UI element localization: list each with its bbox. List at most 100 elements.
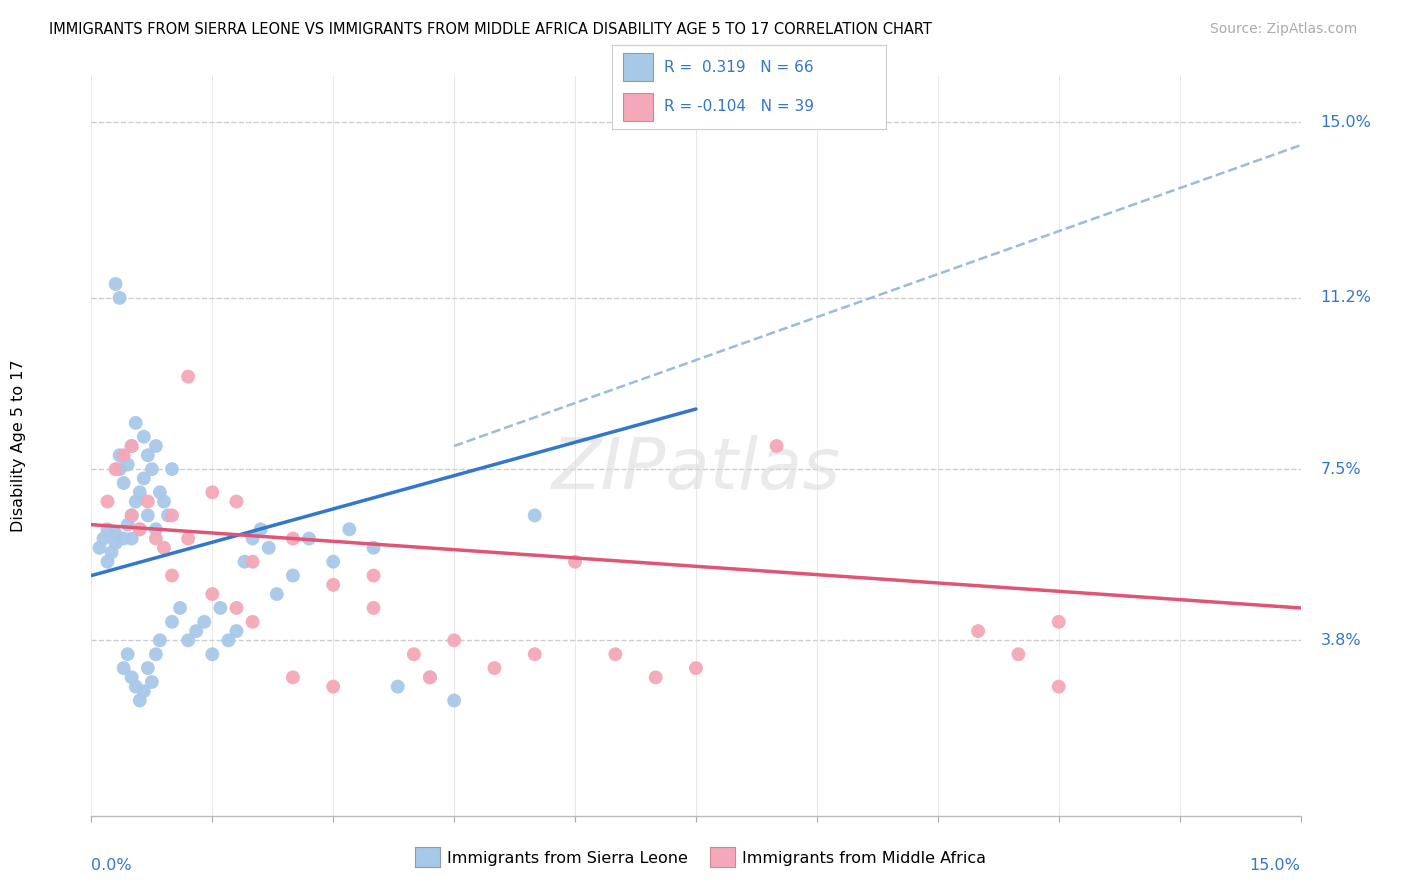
Point xyxy=(121,439,143,453)
Point xyxy=(121,508,143,523)
Point xyxy=(117,517,139,532)
Point xyxy=(153,494,176,508)
Text: R = -0.104   N = 39: R = -0.104 N = 39 xyxy=(664,99,814,114)
Point xyxy=(233,555,256,569)
Point xyxy=(89,541,111,555)
Point xyxy=(217,633,239,648)
Point xyxy=(337,522,360,536)
Point xyxy=(112,532,135,546)
Point xyxy=(242,615,264,629)
Text: IMMIGRANTS FROM SIERRA LEONE VS IMMIGRANTS FROM MIDDLE AFRICA DISABILITY AGE 5 T: IMMIGRANTS FROM SIERRA LEONE VS IMMIGRAN… xyxy=(49,22,932,37)
Point xyxy=(136,494,159,508)
Point xyxy=(225,624,247,639)
Point xyxy=(121,439,143,453)
Point xyxy=(108,291,131,305)
Point xyxy=(104,462,127,476)
Point xyxy=(322,555,344,569)
Point xyxy=(1007,647,1029,661)
Point xyxy=(419,670,441,684)
Point xyxy=(242,532,264,546)
Text: 15.0%: 15.0% xyxy=(1250,858,1301,873)
Point xyxy=(121,508,143,523)
Point xyxy=(128,522,150,536)
Point xyxy=(363,568,385,582)
Point xyxy=(160,568,183,582)
Text: 3.8%: 3.8% xyxy=(1320,632,1361,648)
Point xyxy=(136,448,159,462)
Point xyxy=(96,494,118,508)
Point xyxy=(322,680,344,694)
Point xyxy=(117,647,139,661)
Point xyxy=(177,532,200,546)
Text: 0.0%: 0.0% xyxy=(91,858,132,873)
Point xyxy=(104,527,127,541)
Point xyxy=(96,555,118,569)
Point xyxy=(209,601,232,615)
Point xyxy=(363,601,385,615)
Point xyxy=(266,587,288,601)
Point xyxy=(1047,680,1070,694)
Point xyxy=(160,462,183,476)
Point xyxy=(100,545,122,559)
Point xyxy=(136,508,159,523)
Point xyxy=(108,448,131,462)
Point xyxy=(132,471,155,485)
Point xyxy=(112,448,135,462)
Point xyxy=(644,670,666,684)
Text: 7.5%: 7.5% xyxy=(1320,462,1361,476)
Point xyxy=(685,661,707,675)
Point xyxy=(201,647,224,661)
Point xyxy=(96,522,118,536)
Point xyxy=(322,578,344,592)
Point xyxy=(387,680,409,694)
Point xyxy=(402,647,425,661)
Point xyxy=(125,416,148,430)
Text: 15.0%: 15.0% xyxy=(1320,114,1372,129)
Point xyxy=(186,624,208,639)
Point xyxy=(125,494,148,508)
Point xyxy=(145,522,167,536)
Point xyxy=(93,532,115,546)
Point xyxy=(128,485,150,500)
Point xyxy=(281,568,304,582)
Point xyxy=(443,693,465,707)
Bar xyxy=(623,93,652,120)
Point xyxy=(141,462,163,476)
Point xyxy=(128,693,150,707)
Point xyxy=(523,508,546,523)
Bar xyxy=(623,54,652,81)
Point xyxy=(564,555,586,569)
Text: Source: ZipAtlas.com: Source: ZipAtlas.com xyxy=(1209,22,1357,37)
Text: Immigrants from Middle Africa: Immigrants from Middle Africa xyxy=(742,851,987,865)
Point xyxy=(145,647,167,661)
Point xyxy=(149,485,172,500)
Point xyxy=(117,458,139,472)
Point xyxy=(193,615,215,629)
Point xyxy=(225,601,247,615)
Point xyxy=(257,541,280,555)
Point xyxy=(523,647,546,661)
Point xyxy=(967,624,990,639)
Point xyxy=(281,670,304,684)
Point xyxy=(128,522,150,536)
Text: R =  0.319   N = 66: R = 0.319 N = 66 xyxy=(664,60,813,75)
Point xyxy=(242,555,264,569)
Point xyxy=(132,430,155,444)
Point xyxy=(145,439,167,453)
Point xyxy=(249,522,271,536)
Point xyxy=(112,475,135,490)
Text: 11.2%: 11.2% xyxy=(1320,291,1372,305)
Point xyxy=(281,532,304,546)
Point xyxy=(160,615,183,629)
Text: Disability Age 5 to 17: Disability Age 5 to 17 xyxy=(11,359,27,533)
Point xyxy=(1047,615,1070,629)
Point xyxy=(201,485,224,500)
Point xyxy=(443,633,465,648)
Point xyxy=(132,684,155,698)
Point xyxy=(141,675,163,690)
Point xyxy=(298,532,321,546)
Point xyxy=(153,541,176,555)
Point xyxy=(363,541,385,555)
Point xyxy=(149,633,172,648)
Point xyxy=(201,587,224,601)
